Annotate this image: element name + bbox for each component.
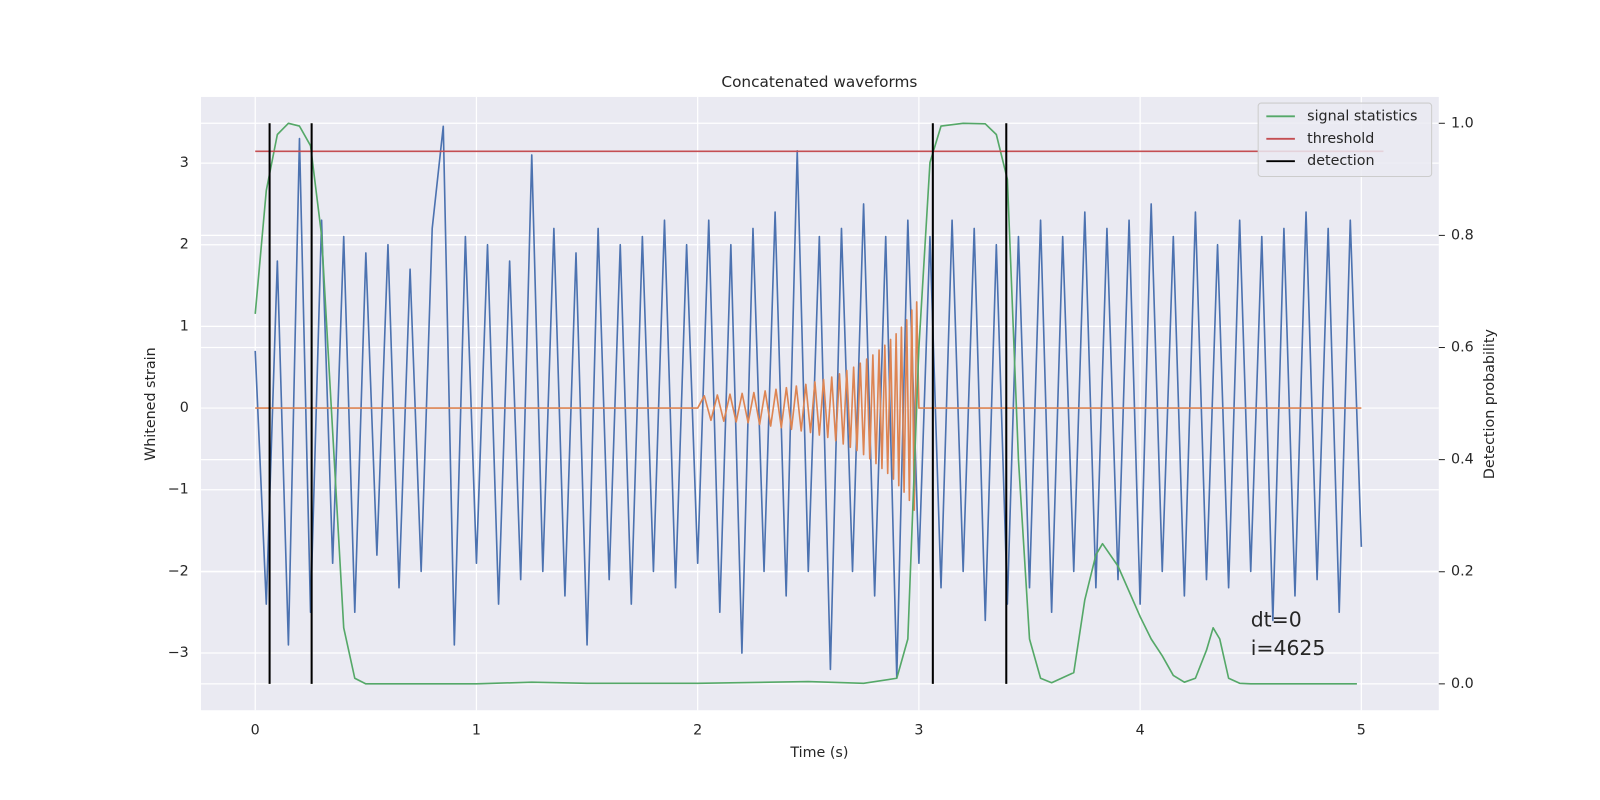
series-line (255, 301, 1362, 511)
annotation: i=4625 (1251, 636, 1326, 660)
legend-label: threshold (1307, 131, 1374, 147)
x-tick-label: 3 (914, 723, 923, 739)
series-line (254, 125, 1363, 679)
x-tick-label: 4 (1136, 723, 1145, 739)
y2-tick-label: 1.0 (1451, 115, 1474, 131)
y-axis-label: Whitened strain (143, 347, 159, 461)
y2-tick-label: 0.8 (1451, 227, 1474, 243)
y2-tick-label: 0.4 (1451, 452, 1474, 468)
plot-area (201, 96, 1439, 711)
series-line (254, 122, 1357, 685)
x-tick-label: 2 (693, 723, 702, 739)
y2-tick-label: 0.0 (1451, 676, 1474, 692)
annotation: dt=0 (1251, 607, 1302, 631)
y-tick-label: −3 (168, 645, 189, 661)
x-tick-label: 0 (251, 723, 260, 739)
x-tick-label: 1 (472, 723, 481, 739)
y-tick-label: 3 (180, 155, 189, 171)
y2-axis-label: Detection probability (1482, 329, 1498, 480)
x-tick-label: 5 (1357, 723, 1366, 739)
y-tick-label: 2 (180, 237, 189, 253)
y-tick-label: −1 (168, 482, 189, 498)
chart-title: Concatenated waveforms (721, 73, 917, 91)
y-tick-label: −2 (168, 563, 189, 579)
legend-box (1257, 102, 1433, 178)
legend-label: detection (1307, 153, 1374, 169)
legend-label: signal statistics (1307, 108, 1417, 124)
y2-tick-label: 0.2 (1451, 564, 1474, 580)
x-axis-label: Time (s) (789, 745, 848, 761)
y-tick-label: 1 (180, 318, 189, 334)
y2-tick-label: 0.6 (1451, 340, 1474, 356)
y-tick-label: 0 (180, 400, 189, 416)
